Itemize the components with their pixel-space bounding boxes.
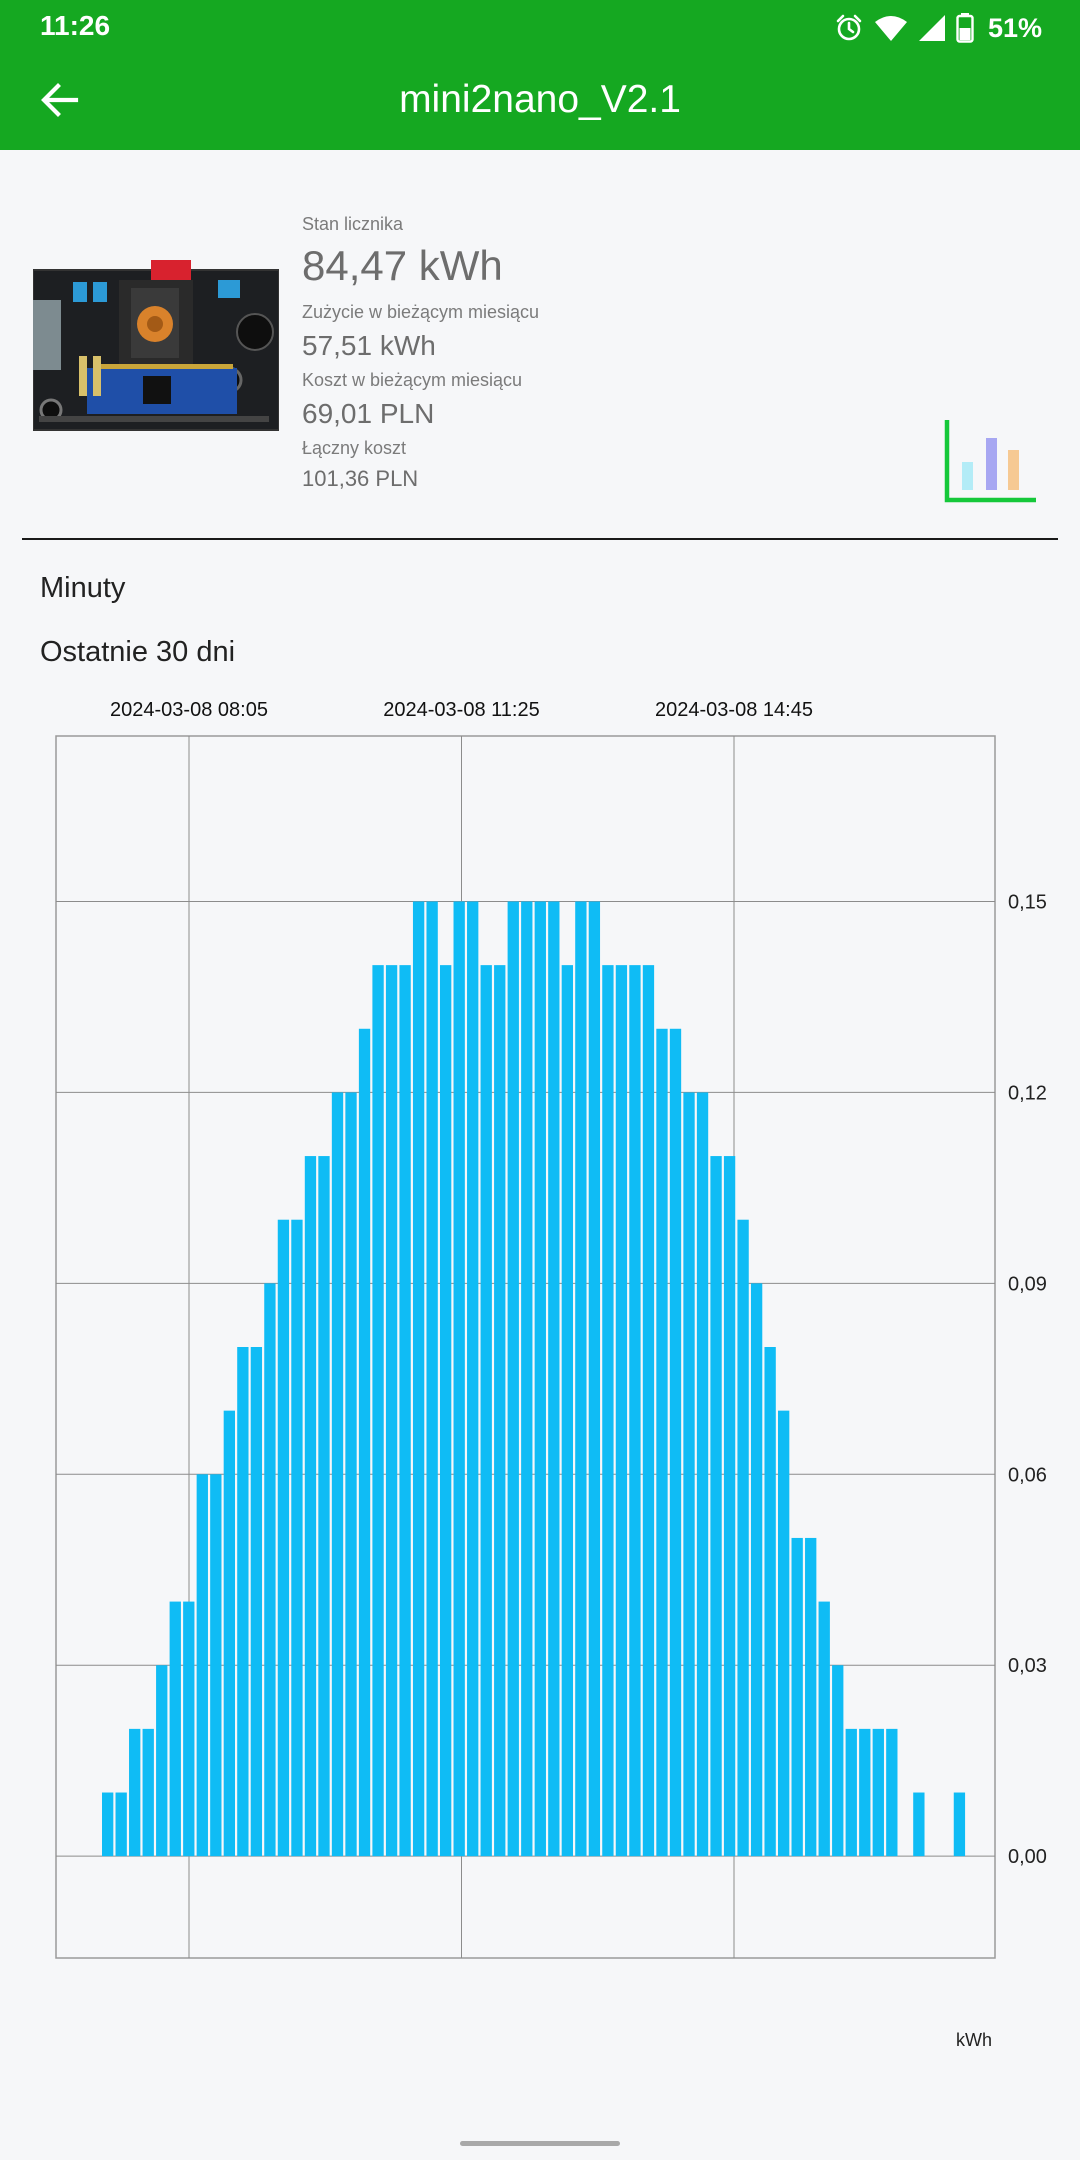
- chart-bar: [534, 901, 546, 1857]
- chart-bar: [426, 901, 438, 1857]
- y-tick-label: 0,06: [1008, 1464, 1047, 1486]
- chart-bar: [264, 1283, 276, 1857]
- chart-bar: [291, 1219, 303, 1857]
- chart-bar: [642, 965, 655, 1857]
- y-tick-label: 0,00: [1008, 1846, 1047, 1868]
- meter-label: Stan licznika: [302, 214, 404, 234]
- chart-bar: [372, 965, 384, 1857]
- chart-bar: [737, 1219, 749, 1857]
- chart-bar: [872, 1728, 884, 1857]
- chart-bar: [588, 901, 601, 1857]
- chart-bar: [210, 1474, 222, 1857]
- chart-bar: [358, 1028, 371, 1857]
- month-cost-label: Koszt w bieżącym miesiącu: [302, 370, 523, 390]
- app-bar: 11:26 51% mini2nano_V2.1: [0, 0, 1080, 150]
- y-tick-label: 0,12: [1008, 1082, 1047, 1104]
- chart-bar: [615, 965, 628, 1857]
- chart-bar: [102, 1792, 114, 1857]
- chart-bar: [129, 1728, 141, 1857]
- chart-bar: [318, 1156, 330, 1857]
- chart-bar: [778, 1410, 790, 1857]
- total-cost-label: Łączny koszt: [302, 438, 407, 458]
- consumption-chart: 2024-03-08 08:05 2024-03-08 11:25 2024-03-…: [55, 699, 1047, 2050]
- chart-bar: [156, 1665, 168, 1857]
- battery-icon: [956, 13, 974, 43]
- arrow-left-icon: [41, 83, 79, 117]
- chart-bar: [385, 965, 398, 1857]
- chart-bar: [575, 901, 587, 1857]
- y-tick-label: 0,15: [1008, 891, 1047, 913]
- x-tick-label: 2024-03-08 08:05: [110, 699, 268, 721]
- chart-bar: [277, 1219, 290, 1857]
- chart-bar: [859, 1728, 871, 1857]
- wifi-icon: [874, 14, 908, 42]
- page-title: mini2nano_V2.1: [399, 78, 681, 121]
- chart-bar: [832, 1665, 844, 1857]
- chart-bar: [845, 1728, 857, 1857]
- interval-selector[interactable]: Minuty: [40, 572, 126, 604]
- chart-bar: [412, 901, 425, 1857]
- chart-bar: [521, 901, 533, 1857]
- chart-bar: [453, 901, 465, 1857]
- chart-bar: [791, 1537, 803, 1857]
- back-button[interactable]: [36, 76, 84, 124]
- statistics-button[interactable]: [944, 416, 1040, 506]
- chart-bar: [196, 1474, 208, 1857]
- chart-bar: [480, 965, 492, 1857]
- chart-bar: [913, 1792, 925, 1857]
- device-board-image: [32, 260, 280, 440]
- battery-percent: 51%: [987, 12, 1042, 43]
- bar-chart-icon: [944, 420, 1036, 503]
- chart-bar: [602, 965, 614, 1857]
- alarm-icon: [834, 13, 864, 43]
- chart-bar: [507, 901, 519, 1857]
- chart-bar: [750, 1283, 763, 1857]
- chart-bar: [223, 1410, 235, 1857]
- chart-bar: [440, 965, 452, 1857]
- chart-bar: [548, 901, 560, 1857]
- chart-bar: [494, 965, 506, 1857]
- month-usage-label: Zużycie w bieżącym miesiącu: [302, 302, 540, 322]
- chart-bar: [237, 1347, 249, 1857]
- range-selector[interactable]: Ostatnie 30 dni: [40, 636, 236, 668]
- chart-bar: [115, 1792, 127, 1857]
- chart-bar: [561, 965, 573, 1857]
- total-cost-value: 101,36 PLN: [302, 466, 419, 491]
- chart-bar: [656, 1028, 668, 1857]
- chart-bar: [629, 965, 641, 1857]
- chart-bar: [886, 1728, 898, 1857]
- x-tick-label: 2024-03-08 14:45: [655, 699, 813, 721]
- month-usage-value: 57,51 kWh: [302, 330, 436, 361]
- chart-bar: [723, 1156, 736, 1857]
- y-unit-label: kWh: [956, 2030, 992, 2050]
- y-tick-label: 0,09: [1008, 1273, 1047, 1295]
- chart-bar: [805, 1537, 817, 1857]
- y-tick-label: 0,03: [1008, 1655, 1047, 1677]
- chart-bar: [669, 1028, 682, 1857]
- meter-value: 84,47 kWh: [302, 242, 503, 289]
- chart-bar: [818, 1601, 830, 1857]
- status-time: 11:26: [40, 10, 111, 41]
- month-cost-value: 69,01 PLN: [302, 398, 435, 429]
- chart-bar: [467, 901, 479, 1857]
- chart-bar: [696, 1092, 709, 1857]
- chart-bar: [683, 1092, 695, 1857]
- x-tick-label: 2024-03-08 11:25: [383, 699, 539, 721]
- summary-panel: Stan licznika 84,47 kWh Zużycie w bieżąc…: [0, 150, 1080, 540]
- chart-bar: [399, 965, 411, 1857]
- chart-bar: [764, 1347, 776, 1857]
- chart-bar: [142, 1728, 154, 1857]
- chart-bar: [169, 1601, 181, 1857]
- chart-bar: [250, 1347, 263, 1857]
- chart-bar: [183, 1601, 195, 1857]
- chart-bar: [331, 1092, 344, 1857]
- gesture-nav-bar: [460, 2141, 620, 2146]
- chart-bar: [304, 1156, 317, 1857]
- chart-bar: [345, 1092, 357, 1857]
- chart-bar: [710, 1156, 722, 1857]
- signal-icon: [918, 14, 946, 42]
- chart-bar: [953, 1792, 966, 1857]
- divider: [22, 538, 1058, 540]
- status-icons: 51%: [834, 10, 1042, 46]
